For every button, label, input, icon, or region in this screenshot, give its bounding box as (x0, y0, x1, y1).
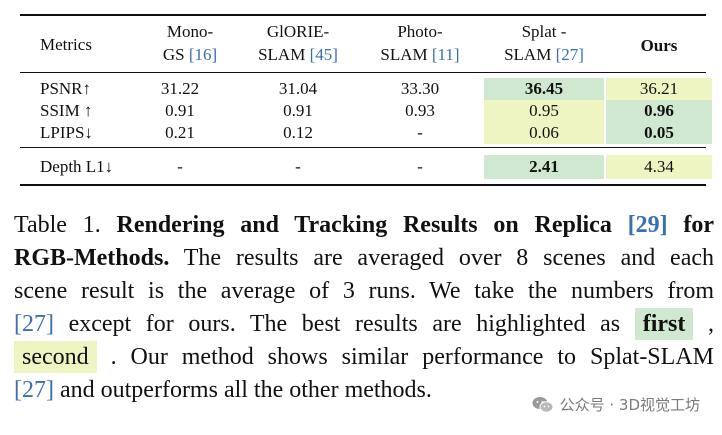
row-depth-glorie: - (295, 157, 301, 176)
row-lpips-glorie: 0.12 (283, 123, 313, 142)
header-photoslam: Photo- SLAM [11] (358, 20, 482, 66)
header-glorie: GlORIE- SLAM [45] (236, 20, 360, 66)
row-psnr-photoslam: 33.30 (400, 79, 440, 98)
header-photoslam-cite[interactable]: [11] (431, 45, 460, 64)
header-splatslam-line1: Splat - (521, 22, 567, 41)
row-ssim-splatslam: 0.95 (529, 101, 559, 120)
row-ssim-ours: 0.96 (644, 101, 674, 120)
caption-text-3: scene result is the average of 3 runs. W… (14, 278, 714, 304)
row-lpips-ours: 0.05 (644, 123, 674, 142)
header-glorie-cite[interactable]: [45] (309, 45, 338, 64)
row-lpips-photoslam: - (417, 123, 423, 142)
caption-line-2: RGB-Methods. The results are averaged ov… (14, 242, 714, 275)
row-ssim-glorie: 0.91 (283, 101, 313, 120)
watermark: 公众号 · 3D视觉工坊 (532, 394, 700, 415)
caption-line-4: [27] except for ours. The best results a… (14, 308, 714, 341)
row-lpips-splatslam: 0.06 (529, 123, 559, 142)
row-psnr-metric: PSNR↑ (40, 79, 92, 98)
legend-first-chip: first (634, 308, 694, 340)
row-lpips-metric: LPIPS↓ (40, 123, 93, 142)
highlight-psnr-splat (484, 78, 604, 100)
highlight-lpips-splat (484, 122, 604, 144)
caption-text-6: and outperforms all the other methods. (53, 377, 432, 403)
highlight-ssim-ours (606, 100, 712, 122)
row-depth-splatslam: 2.41 (529, 157, 559, 176)
caption-cite-replica[interactable]: [29] (627, 212, 668, 238)
caption-title-b: for (667, 212, 714, 238)
table-caption: Table 1. Rendering and Tracking Results … (14, 209, 714, 407)
row-psnr-splatslam: 36.45 (524, 79, 564, 98)
header-monogs: Mono- GS [16] (130, 20, 250, 66)
caption-cite-splat-1[interactable]: [27] (14, 311, 54, 337)
row-psnr-ours: 36.21 (639, 79, 679, 98)
row-ssim-photoslam: 0.93 (405, 101, 435, 120)
header-photoslam-line1: Photo- (397, 22, 443, 41)
wechat-icon (532, 396, 554, 414)
row-depth-photoslam: - (417, 157, 423, 176)
watermark-text: 公众号 · 3D视觉工坊 (559, 396, 700, 414)
header-metrics: Metrics (40, 35, 92, 54)
header-glorie-line1: GlORIE- (266, 22, 330, 41)
caption-label: Table 1. (14, 212, 117, 238)
header-glorie-line2: SLAM (258, 45, 310, 64)
header-splatslam: Splat - SLAM [27] (484, 20, 604, 66)
header-ours: Ours (640, 36, 678, 55)
highlight-depth-ours (606, 155, 712, 179)
header-splatslam-cite[interactable]: [27] (555, 45, 584, 64)
caption-line-1: Table 1. Rendering and Tracking Results … (14, 209, 714, 242)
row-depth-monogs: - (177, 157, 183, 176)
caption-title-a: Rendering and Tracking Results on Replic… (116, 212, 628, 238)
row-psnr-monogs: 31.22 (160, 79, 200, 98)
table-header-rule (20, 72, 706, 73)
header-photoslam-line2: SLAM (380, 45, 432, 64)
row-ssim-metric: SSIM ↑ (40, 101, 93, 120)
header-monogs-line1: Mono- (166, 22, 214, 41)
table-mid-rule (20, 147, 706, 148)
header-splatslam-line2: SLAM (504, 45, 556, 64)
table-top-rule (20, 14, 706, 16)
caption-cite-splat-2[interactable]: [27] (14, 377, 54, 403)
caption-text-4: except for ours. The best results are hi… (53, 311, 635, 337)
highlight-depth-splat (484, 155, 604, 179)
header-monogs-line2: GS (162, 45, 189, 64)
table-bottom-rule (20, 184, 706, 186)
highlight-psnr-ours (606, 78, 712, 100)
caption-line-6: [27] and outperforms all the other metho… (14, 374, 714, 407)
row-lpips-monogs: 0.21 (165, 123, 195, 142)
caption-text-2: The results are averaged over 8 scenes a… (169, 245, 714, 271)
caption-line-3: scene result is the average of 3 runs. W… (14, 275, 714, 308)
caption-text-4b: , (693, 311, 714, 337)
row-psnr-glorie: 31.04 (278, 79, 318, 98)
highlight-lpips-ours (606, 122, 712, 144)
caption-text-5: . Our method shows similar performance t… (96, 344, 714, 370)
caption-line-5: second . Our method shows similar perfor… (14, 341, 714, 374)
header-monogs-cite[interactable]: [16] (188, 45, 218, 64)
row-depth-metric: Depth L1↓ (40, 157, 114, 176)
legend-second-chip: second (14, 341, 97, 373)
results-table: Metrics Mono- GS [16] GlORIE- SLAM [45] … (0, 0, 722, 190)
row-ssim-monogs: 0.91 (165, 101, 195, 120)
highlight-ssim-splat (484, 100, 604, 122)
caption-title-c: RGB-Methods. (14, 245, 170, 271)
row-depth-ours: 4.34 (644, 157, 674, 176)
